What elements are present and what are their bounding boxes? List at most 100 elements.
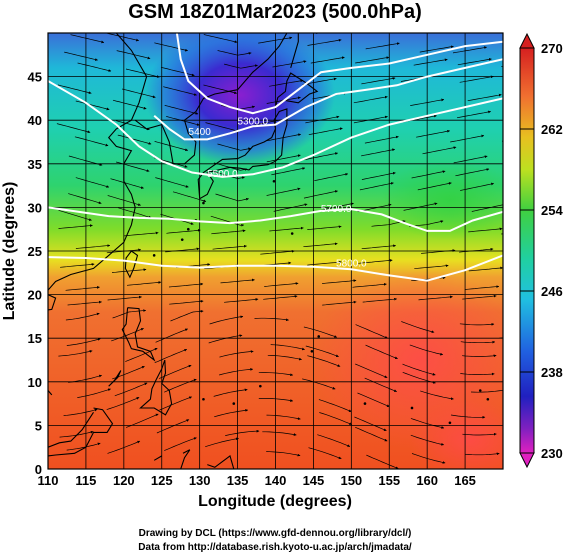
x-axis-label: Longitude (degrees) — [198, 493, 352, 510]
island — [202, 397, 205, 401]
streamline — [462, 294, 497, 300]
streamline — [411, 453, 446, 464]
coastline — [197, 108, 288, 200]
x-tick-label: 110 — [38, 473, 59, 488]
streamline — [459, 247, 494, 253]
island — [259, 384, 262, 388]
streamline — [258, 23, 292, 29]
colorbar-ticks: 270 262 254 246 238 230 — [520, 41, 563, 461]
chart-title: GSM 18Z01Mar2023 (500.0hPa) — [128, 1, 422, 23]
streamline — [116, 161, 150, 172]
streamline — [366, 454, 399, 469]
streamline — [203, 34, 238, 44]
island — [317, 335, 321, 338]
x-tick-label: 135 — [227, 473, 249, 488]
streamline — [224, 298, 259, 303]
streamline — [462, 432, 497, 436]
streamline — [303, 326, 338, 338]
streamline — [305, 345, 339, 358]
streamline — [112, 99, 147, 110]
streamline — [318, 399, 352, 412]
streamline — [460, 372, 495, 376]
streamline — [122, 88, 156, 99]
streamline — [254, 317, 289, 322]
streamline — [224, 63, 258, 69]
streamline — [124, 231, 159, 237]
streamline — [166, 116, 200, 126]
streamline — [358, 259, 393, 264]
island — [152, 254, 156, 257]
streamline — [68, 155, 103, 166]
colorbar-tick-label: 270 — [541, 41, 563, 56]
colorbar-bottom-arrow — [519, 452, 535, 469]
streamline — [66, 338, 101, 346]
streamline — [402, 363, 436, 376]
streamline — [457, 57, 492, 66]
streamline — [77, 388, 111, 398]
streamline — [74, 136, 109, 147]
streamline — [410, 98, 445, 106]
streamline — [421, 249, 456, 254]
streamline — [75, 244, 111, 249]
coastline — [153, 455, 163, 461]
streamline — [305, 115, 340, 124]
streamline — [322, 279, 357, 284]
contour-label: 5400 — [189, 127, 212, 138]
warm-pool-2 — [410, 400, 503, 469]
streamline — [66, 442, 101, 451]
streamline — [419, 45, 454, 53]
island — [410, 406, 414, 410]
streamline — [417, 182, 452, 191]
contour-line — [175, 33, 503, 115]
island — [486, 397, 490, 401]
y-tick-label: 30 — [28, 200, 42, 215]
streamline — [319, 412, 353, 425]
colorbar-tick-label: 238 — [541, 365, 563, 380]
y-tick-label: 10 — [28, 375, 42, 390]
streamline — [112, 309, 147, 319]
coastline — [48, 33, 148, 291]
streamline — [355, 426, 388, 442]
streamline — [352, 282, 387, 288]
streamline — [353, 115, 388, 124]
streamline — [262, 431, 297, 436]
x-tick-label: 145 — [303, 473, 325, 488]
streamline — [65, 312, 100, 321]
streamline — [411, 170, 446, 179]
streamline — [126, 281, 162, 286]
streamline — [401, 321, 435, 334]
streamline — [272, 60, 307, 68]
streamline — [410, 418, 445, 429]
streamline — [68, 193, 102, 205]
streamline — [355, 363, 388, 378]
streamline — [166, 228, 201, 234]
contour-labels: 5300.0 5400 5500.0 5700.0 5800.0 — [189, 117, 368, 270]
streamline — [217, 143, 252, 151]
island — [478, 389, 482, 392]
streamline — [105, 33, 139, 42]
streamline — [214, 409, 249, 418]
streamline — [450, 414, 486, 419]
streamline — [460, 340, 496, 344]
streamline — [68, 374, 102, 383]
streamline — [465, 452, 500, 456]
streamline — [307, 225, 342, 230]
streamline — [361, 77, 396, 85]
streamline — [271, 167, 306, 176]
streamline — [270, 344, 305, 351]
streamline — [361, 148, 396, 157]
streamline — [451, 23, 485, 29]
streamline — [211, 229, 246, 235]
streamline — [307, 38, 342, 46]
streamline — [456, 110, 491, 119]
streamline — [308, 447, 342, 460]
streamline — [209, 315, 244, 325]
streamline — [164, 378, 197, 393]
streamline — [217, 50, 252, 56]
coastline — [180, 449, 191, 469]
credit-drawing: Drawing by DCL (https://www.gfd-dennou.o… — [139, 528, 412, 539]
y-tick-label: 25 — [28, 244, 42, 259]
coastline — [207, 454, 235, 469]
streamline — [203, 84, 238, 95]
